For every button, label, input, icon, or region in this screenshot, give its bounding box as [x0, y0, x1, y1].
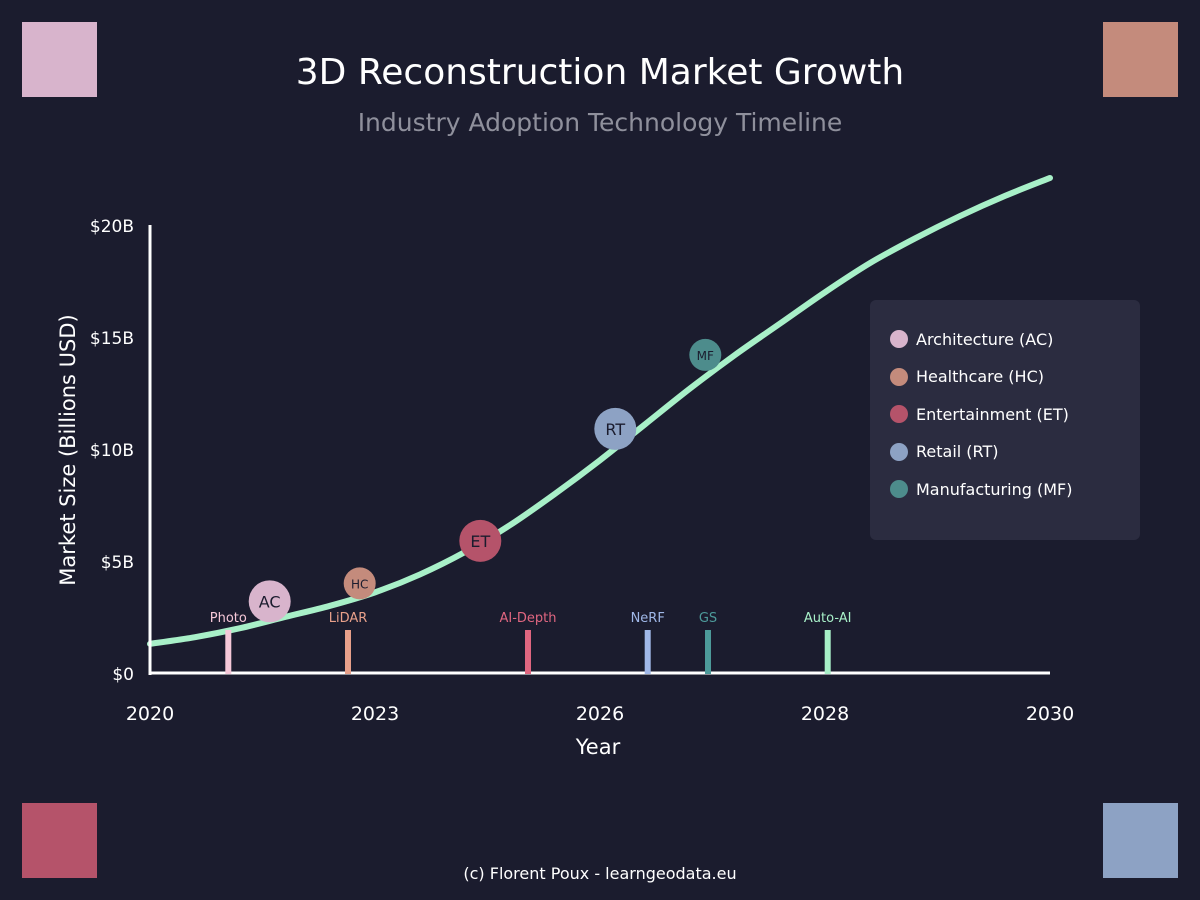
x-tick-label: 2020 — [126, 703, 174, 725]
x-tick-label: 2023 — [351, 703, 399, 725]
tech-marker-bar — [644, 630, 651, 674]
legend-label: Retail (RT) — [916, 442, 999, 461]
corner-square-top-right — [1103, 22, 1178, 97]
milestone-label: RT — [605, 420, 625, 439]
milestone-circle — [343, 567, 376, 600]
tech-marker-label: Auto-AI — [804, 611, 852, 626]
tech-marker-bar — [345, 630, 351, 674]
y-tick-label: $20B — [90, 217, 134, 237]
legend-item: Healthcare (HC) — [890, 365, 1044, 389]
tech-marker-label: Photo — [210, 611, 247, 626]
legend-swatch — [890, 442, 908, 461]
tech-marker-label: NeRF — [631, 611, 665, 626]
milestone-circle — [594, 407, 637, 450]
chart-subtitle: Industry Adoption Technology Timeline — [357, 108, 843, 137]
legend: Architecture (AC) Healthcare (HC) Entertai… — [870, 300, 1140, 540]
milestone-label: HC — [351, 577, 368, 591]
tech-marker-bar — [525, 630, 531, 674]
corner-square-bottom-right — [1103, 803, 1178, 878]
milestone-circle — [248, 580, 291, 623]
tech-marker-label: GS — [699, 611, 717, 626]
y-axis-label: Market Size (Billions USD) — [56, 314, 80, 585]
milestone-circle — [459, 519, 502, 562]
tech-marker-bar — [705, 630, 711, 674]
tech-marker-bar — [225, 630, 232, 674]
legend-swatch — [890, 405, 908, 423]
legend-label: Architecture (AC) — [916, 329, 1054, 349]
legend-item: Manufacturing (MF) — [890, 477, 1072, 501]
legend-label: Healthcare (HC) — [916, 367, 1044, 386]
tech-marker-bar — [824, 630, 831, 674]
corner-square-top-left — [22, 22, 97, 97]
chart-title: 3D Reconstruction Market Growth — [295, 52, 905, 93]
legend-item: Entertainment (ET) — [890, 402, 1069, 426]
x-axis-label: Year — [575, 735, 621, 759]
tech-marker-label: AI-Depth — [499, 611, 556, 626]
x-tick-label: 2030 — [1026, 703, 1074, 725]
corner-square-bottom-left — [22, 803, 97, 878]
y-tick-label: $10B — [90, 441, 134, 461]
x-tick-label: 2026 — [576, 703, 624, 725]
legend-swatch — [890, 480, 908, 498]
tech-marker-label: LiDAR — [329, 611, 368, 626]
milestone-label: AC — [259, 592, 281, 611]
legend-swatch — [890, 330, 908, 348]
milestone-label: ET — [470, 532, 490, 551]
footer-credit: (c) Florent Poux - learngeodata.eu — [463, 864, 737, 883]
milestone-label: MF — [697, 349, 714, 363]
legend-item: Architecture (AC) — [890, 327, 1053, 351]
legend-item: Retail (RT) — [890, 440, 999, 464]
y-tick-label: $0 — [112, 665, 134, 685]
y-tick-label: $5B — [101, 553, 134, 573]
market-growth-curve — [147, 174, 1053, 647]
legend-label: Manufacturing (MF) — [916, 479, 1073, 499]
milestone-circle — [689, 338, 722, 371]
x-tick-label: 2028 — [801, 703, 849, 725]
legend-label: Entertainment (ET) — [916, 404, 1069, 424]
legend-swatch — [890, 367, 908, 386]
y-tick-label: $15B — [90, 329, 134, 349]
